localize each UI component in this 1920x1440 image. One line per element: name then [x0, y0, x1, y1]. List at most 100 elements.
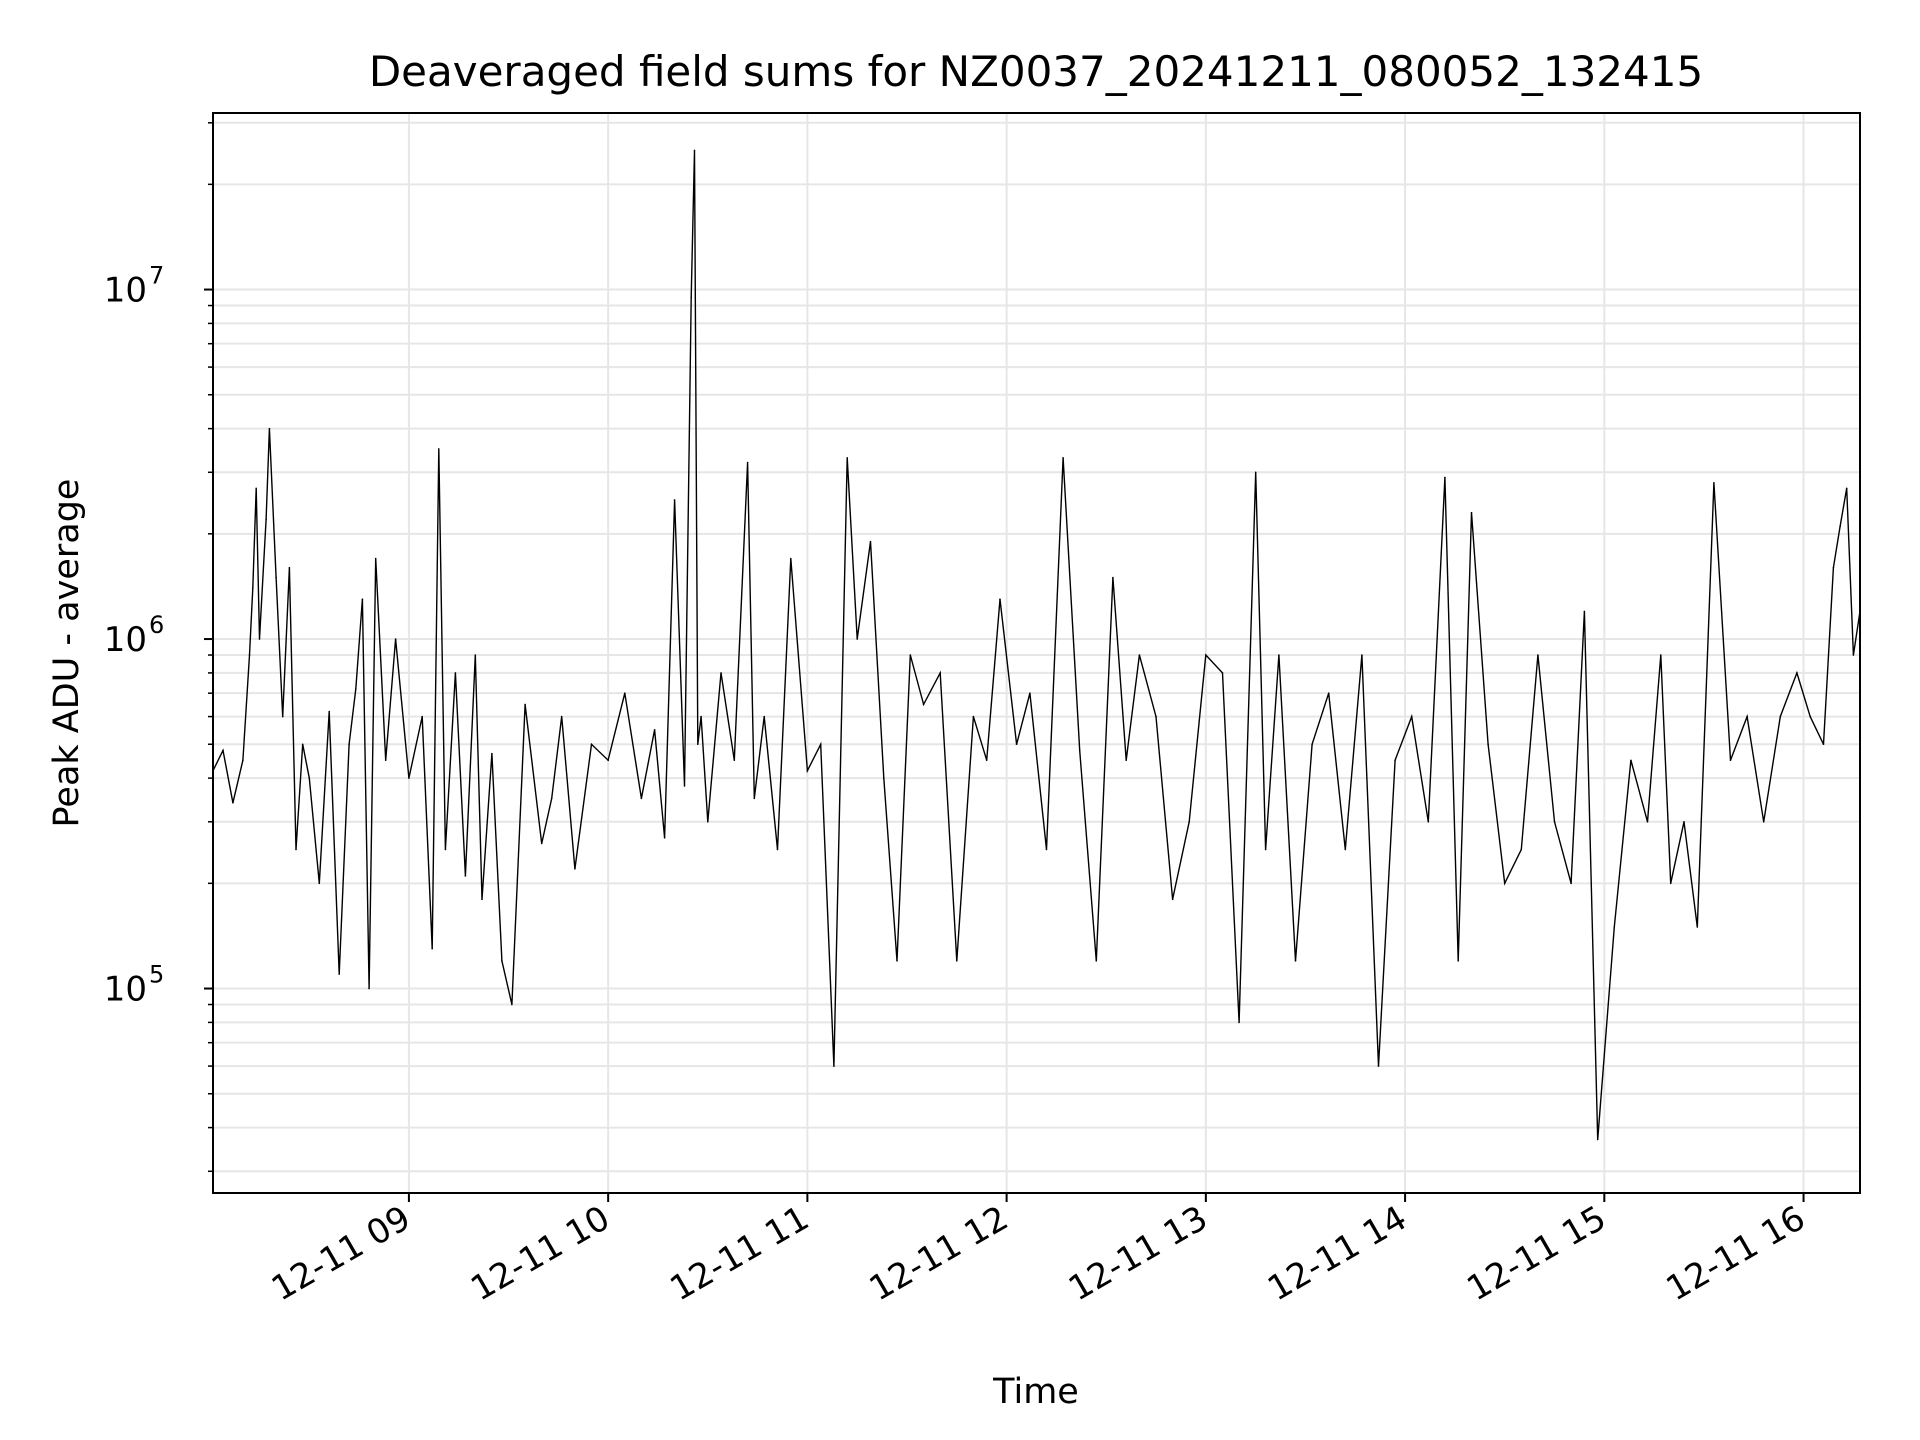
data-point	[1683, 820, 1685, 823]
data-point	[1254, 471, 1257, 474]
data-point	[1311, 743, 1313, 746]
data-point	[640, 797, 643, 800]
data-point	[361, 598, 364, 601]
data-point	[437, 448, 440, 450]
data-point	[733, 759, 736, 762]
data-point	[574, 868, 576, 870]
data-point	[1809, 715, 1811, 718]
data-point	[511, 1003, 513, 1006]
data-point	[673, 499, 676, 501]
data-point	[1344, 848, 1347, 851]
data-point	[1112, 576, 1114, 579]
data-point	[301, 743, 304, 746]
data-point	[1278, 654, 1280, 656]
data-point	[481, 898, 483, 901]
y-axis-label: Peak ADU - average	[47, 479, 87, 828]
y-tick-exponent: 7	[149, 262, 164, 290]
data-point	[374, 557, 377, 560]
data-point	[1503, 882, 1506, 885]
data-point	[1394, 759, 1396, 762]
data-point	[1696, 926, 1699, 928]
data-point	[697, 743, 699, 746]
data-point	[1377, 1065, 1380, 1067]
data-point	[753, 797, 756, 800]
data-point	[255, 487, 257, 490]
data-point	[242, 759, 244, 762]
data-point	[896, 960, 898, 962]
y-tick-exponent: 6	[149, 611, 164, 639]
data-point	[972, 715, 975, 718]
data-point	[348, 743, 350, 746]
data-point	[1822, 743, 1825, 746]
data-point	[1852, 654, 1855, 656]
data-point	[258, 638, 261, 640]
data-point	[1410, 715, 1413, 718]
data-point	[1762, 820, 1765, 823]
data-point	[1845, 487, 1848, 490]
data-point	[1078, 749, 1081, 752]
data-point	[1029, 692, 1031, 694]
data-point	[354, 688, 357, 690]
data-point	[248, 654, 251, 656]
data-point	[1669, 882, 1672, 885]
data-point	[653, 728, 656, 731]
data-point	[1221, 672, 1224, 674]
data-point	[421, 715, 423, 718]
data-point	[763, 715, 766, 718]
x-axis-label: Time	[992, 1372, 1079, 1412]
data-point	[663, 836, 666, 839]
data-point	[308, 777, 311, 779]
data-point	[265, 518, 267, 521]
data-point	[288, 566, 291, 569]
data-point	[1713, 481, 1715, 484]
data-point	[1205, 654, 1207, 656]
data-point	[720, 672, 722, 674]
data-point	[1646, 820, 1649, 823]
data-point	[394, 638, 397, 640]
data-point	[222, 749, 224, 752]
data-point	[1537, 654, 1539, 656]
data-point	[985, 759, 988, 762]
data-point	[1444, 476, 1446, 479]
data-point	[956, 960, 958, 962]
data-point	[444, 848, 447, 851]
data-point	[856, 638, 858, 640]
data-point	[1138, 654, 1141, 656]
data-point	[1188, 820, 1191, 823]
data-point	[408, 777, 410, 779]
data-point	[232, 801, 234, 804]
data-point	[776, 848, 779, 851]
data-point	[869, 540, 872, 543]
data-point	[789, 557, 792, 560]
data-point	[540, 842, 543, 845]
data-point	[1095, 960, 1098, 962]
y-tick-label: 10	[104, 970, 147, 1010]
data-point	[1155, 715, 1157, 718]
data-point	[268, 427, 271, 430]
data-point	[1264, 848, 1267, 851]
chart-title: Deaveraged field sums for NZ0037_2024121…	[369, 47, 1703, 96]
data-point	[295, 848, 297, 851]
data-point	[281, 715, 284, 718]
data-point	[491, 752, 493, 755]
data-point	[846, 457, 849, 459]
data-point	[1294, 960, 1297, 962]
data-point	[1659, 654, 1662, 656]
data-point	[833, 1065, 835, 1067]
data-point	[1832, 566, 1835, 569]
grid-layer	[213, 113, 1860, 1193]
data-point	[384, 759, 387, 762]
data-point	[882, 777, 885, 779]
data-layer	[212, 149, 1861, 1141]
data-point	[922, 703, 925, 706]
data-point	[368, 987, 370, 990]
data-point	[524, 703, 526, 706]
data-point	[501, 960, 503, 962]
data-point	[1553, 820, 1556, 823]
data-point	[1045, 848, 1048, 851]
data-point	[550, 797, 553, 800]
data-point	[1570, 882, 1572, 885]
data-point	[1470, 511, 1473, 514]
data-point	[1015, 743, 1018, 746]
